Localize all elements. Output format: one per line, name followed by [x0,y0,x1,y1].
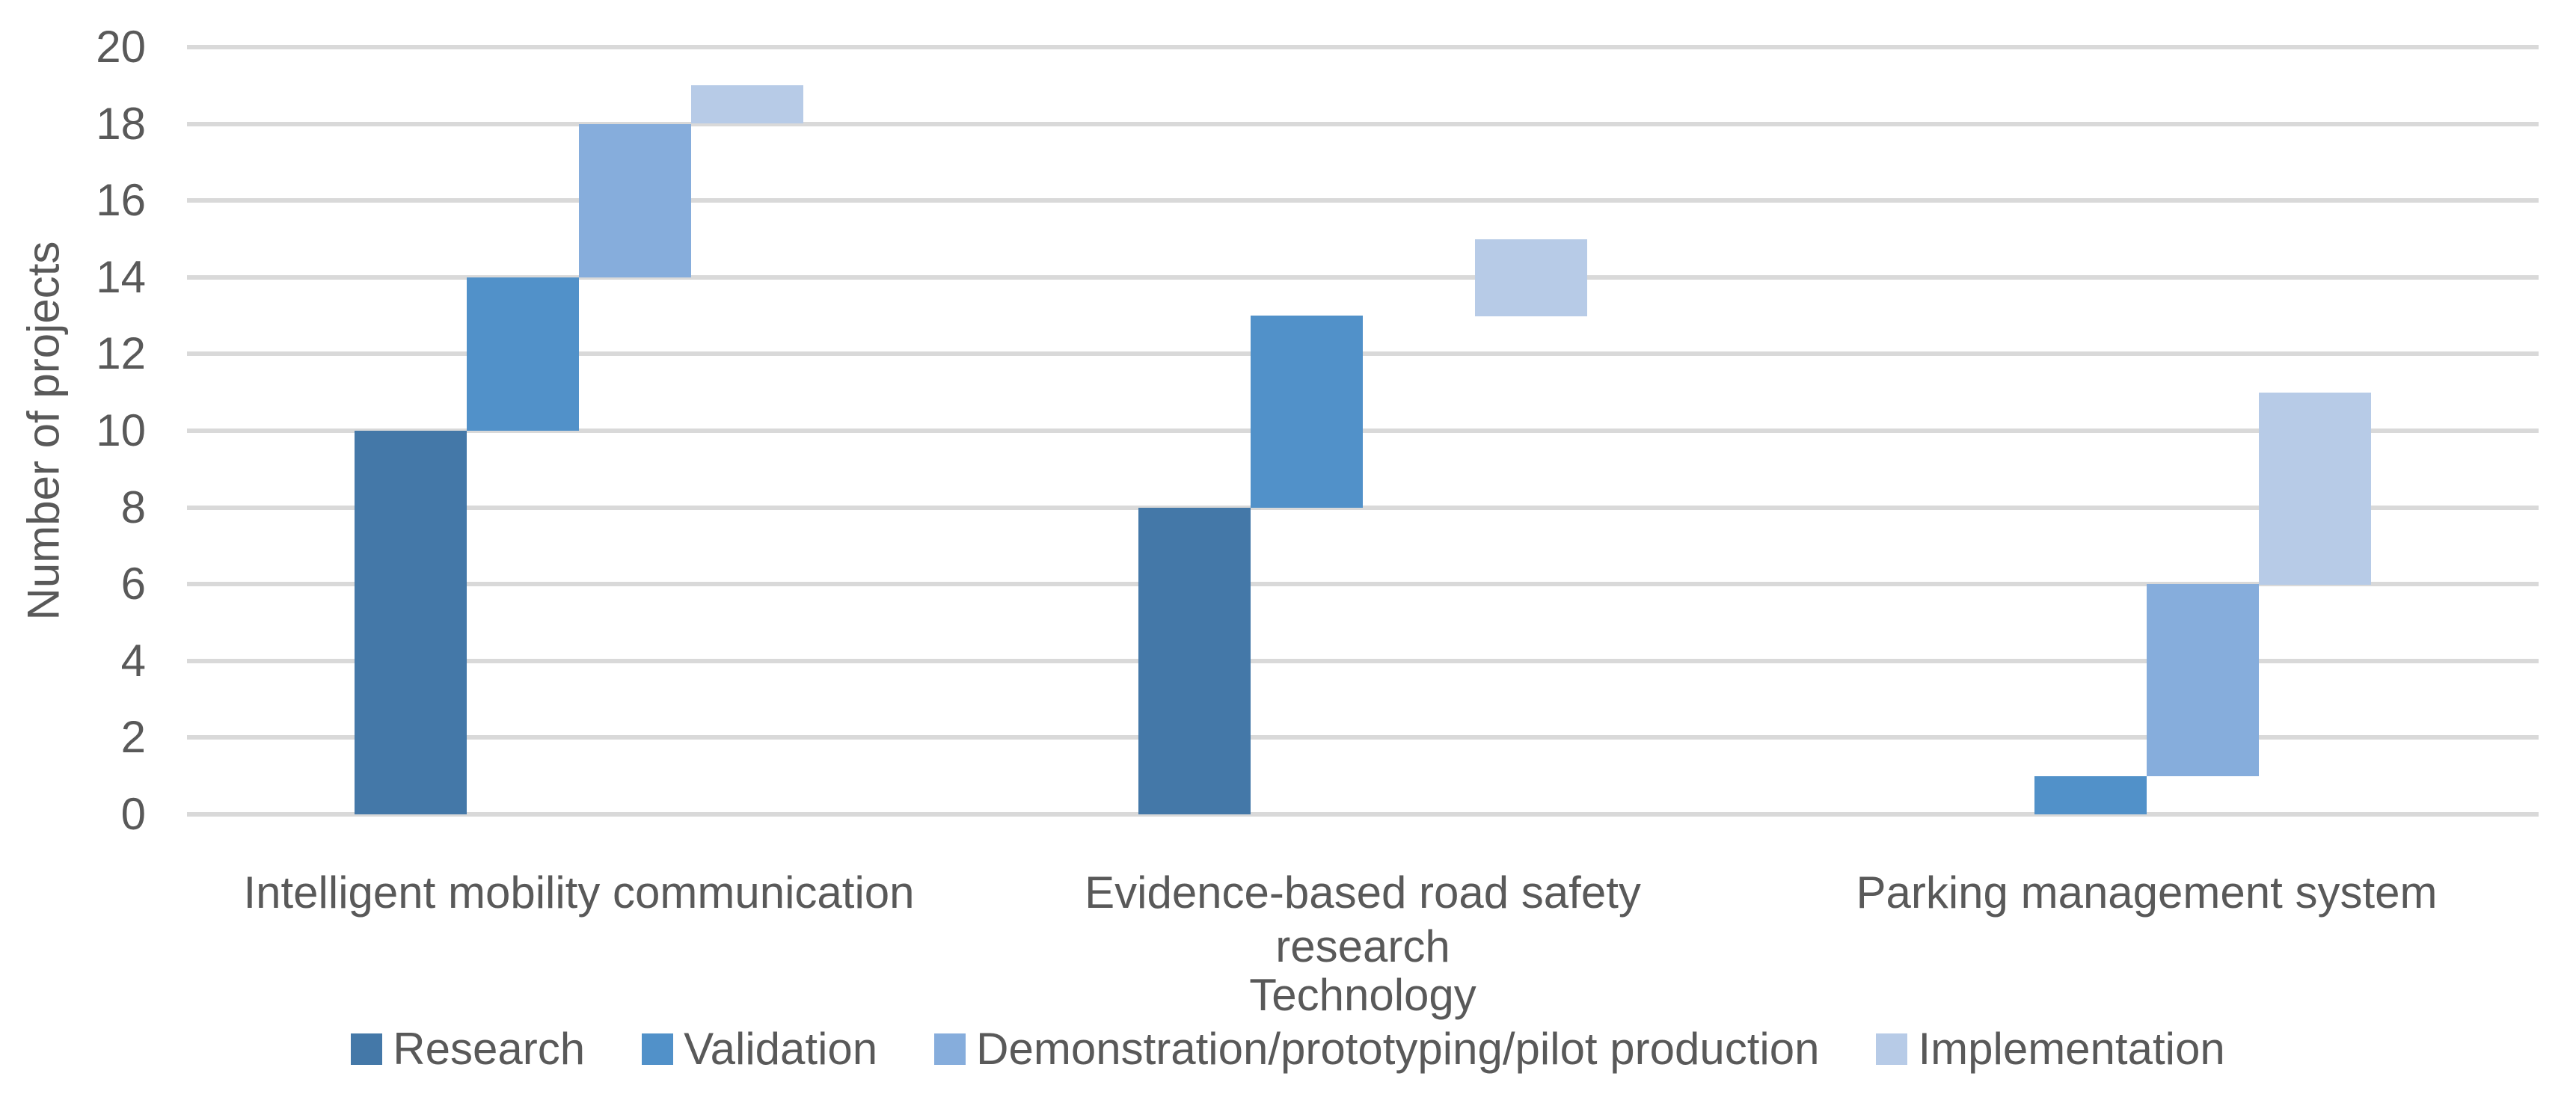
gridline-18 [187,121,2539,126]
gridline-0 [187,812,2539,817]
bar-research-category-2 [1138,508,1251,814]
y-tick-label-6: 6 [120,559,146,609]
y-tick-label-10: 10 [96,405,146,455]
x-category-label-2: Evidence-based road safety research [1085,867,1641,971]
gridline-4 [187,658,2539,663]
bar-implementation-category-1 [691,85,803,123]
legend-swatch-research [351,1033,383,1065]
gridline-16 [187,198,2539,203]
legend-label-research: Research [393,1024,586,1074]
bar-validation-category-1 [467,277,579,431]
legend-label-validation: Validation [684,1024,878,1074]
legend: Research Validation Demonstration/prototyp… [0,1023,2576,1075]
x-category-label-1: Intelligent mobility communication [243,867,915,918]
legend-swatch-validation [642,1033,674,1065]
x-category-label-3: Parking management system [1856,867,2438,918]
gridline-20 [187,45,2539,49]
y-tick-label-14: 14 [96,251,146,302]
bar-demonstration-category-1 [579,124,691,277]
gridline-14 [187,274,2539,280]
y-tick-label-0: 0 [120,789,146,839]
bar-validation-category-2 [1251,316,1363,508]
y-tick-label-2: 2 [120,712,146,763]
x-axis-title: Technology [1249,970,1476,1020]
y-tick-label-16: 16 [96,175,146,226]
legend-item-implementation: Implementation [1876,1023,2225,1075]
gridline-2 [187,735,2539,740]
gridline-8 [187,505,2539,510]
y-tick-label-8: 8 [120,482,146,532]
y-tick-label-12: 12 [96,328,146,379]
y-tick-label-18: 18 [96,98,146,149]
bar-implementation-category-3 [2259,393,2371,585]
bar-validation-category-3 [2034,776,2147,814]
legend-item-validation: Validation [642,1023,877,1075]
y-tick-label-20: 20 [96,22,146,72]
bar-research-category-1 [355,431,467,814]
y-tick-label-4: 4 [120,635,146,686]
legend-swatch-implementation [1876,1033,1908,1065]
legend-label-implementation: Implementation [1918,1024,2225,1074]
gridline-12 [187,351,2539,357]
bar-implementation-category-2 [1475,239,1587,316]
bar-demonstration-category-3 [2147,584,2259,776]
legend-item-demonstration: Demonstration/prototyping/pilot producti… [934,1023,1819,1075]
legend-item-research: Research [351,1023,585,1075]
gridline-10 [187,428,2539,433]
gridline-6 [187,582,2539,587]
legend-label-demonstration: Demonstration/prototyping/pilot producti… [976,1024,1820,1074]
legend-swatch-demonstration [934,1033,966,1065]
